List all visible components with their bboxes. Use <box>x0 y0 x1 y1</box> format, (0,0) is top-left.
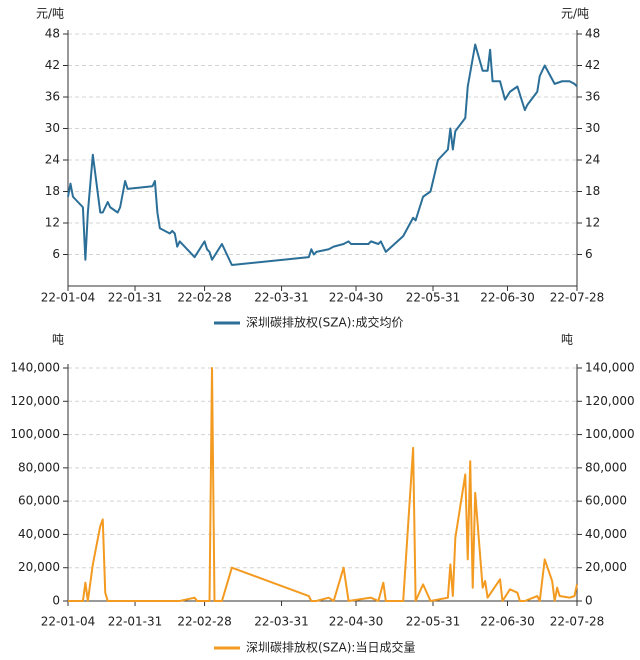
y2-tick-label: 100,000 <box>585 427 635 441</box>
y-tick-label: 120,000 <box>10 394 60 408</box>
x-tick-label: 22-02-28 <box>177 615 231 629</box>
y-tick-label: 30 <box>45 121 60 135</box>
x-tick-label: 22-01-31 <box>108 291 162 305</box>
x-tick-label: 22-01-04 <box>41 615 95 629</box>
x-tick-label: 22-01-31 <box>108 615 162 629</box>
legend-label: 深圳碳排放权(SZA):成交均价 <box>246 315 403 330</box>
y2-axis-unit: 吨 <box>561 333 573 347</box>
y2-tick-label: 12 <box>585 216 600 230</box>
y-tick-label: 20,000 <box>18 560 60 574</box>
y-tick-label: 18 <box>45 184 60 198</box>
y-tick-label: 0 <box>52 594 60 608</box>
x-tick-label: 22-06-30 <box>480 291 534 305</box>
y-tick-label: 48 <box>45 27 60 41</box>
y2-tick-label: 30 <box>585 121 600 135</box>
y2-tick-label: 140,000 <box>585 361 635 375</box>
x-tick-label: 22-06-30 <box>480 615 534 629</box>
series-line <box>67 43 578 266</box>
y-tick-label: 12 <box>45 216 60 230</box>
y2-tick-label: 6 <box>585 247 593 261</box>
y-tick-label: 42 <box>45 58 60 72</box>
y2-tick-label: 24 <box>585 153 600 167</box>
y2-tick-label: 48 <box>585 27 600 41</box>
y2-tick-label: 0 <box>585 594 593 608</box>
y-axis-unit: 吨 <box>52 333 64 347</box>
x-tick-label: 22-07-28 <box>550 291 604 305</box>
y-tick-label: 40,000 <box>18 527 60 541</box>
y2-tick-label: 60,000 <box>585 494 627 508</box>
y-tick-label: 140,000 <box>10 361 60 375</box>
y2-tick-label: 42 <box>585 58 600 72</box>
y2-tick-label: 120,000 <box>585 394 635 408</box>
y2-tick-label: 80,000 <box>585 460 627 474</box>
y2-tick-label: 20,000 <box>585 560 627 574</box>
y-tick-label: 6 <box>52 247 60 261</box>
x-tick-label: 22-03-31 <box>254 615 308 629</box>
x-tick-label: 22-01-04 <box>41 291 95 305</box>
x-tick-label: 22-04-30 <box>329 615 383 629</box>
y2-tick-label: 40,000 <box>585 527 627 541</box>
x-tick-label: 22-05-31 <box>406 291 460 305</box>
y-tick-label: 36 <box>45 90 60 104</box>
y-axis-unit: 元/吨 <box>36 7 64 21</box>
y-tick-label: 24 <box>45 153 60 167</box>
y2-tick-label: 18 <box>585 184 600 198</box>
x-tick-label: 22-07-28 <box>550 615 604 629</box>
x-tick-label: 22-03-31 <box>254 291 308 305</box>
y2-axis-unit: 元/吨 <box>561 7 589 21</box>
y-tick-label: 80,000 <box>18 460 60 474</box>
x-tick-label: 22-02-28 <box>177 291 231 305</box>
x-tick-label: 22-05-31 <box>406 615 460 629</box>
series-line <box>68 367 578 602</box>
y2-tick-label: 36 <box>585 90 600 104</box>
legend-label: 深圳碳排放权(SZA):当日成交量 <box>246 640 415 655</box>
y-tick-label: 100,000 <box>10 427 60 441</box>
y-tick-label: 60,000 <box>18 494 60 508</box>
x-tick-label: 22-04-30 <box>329 291 383 305</box>
